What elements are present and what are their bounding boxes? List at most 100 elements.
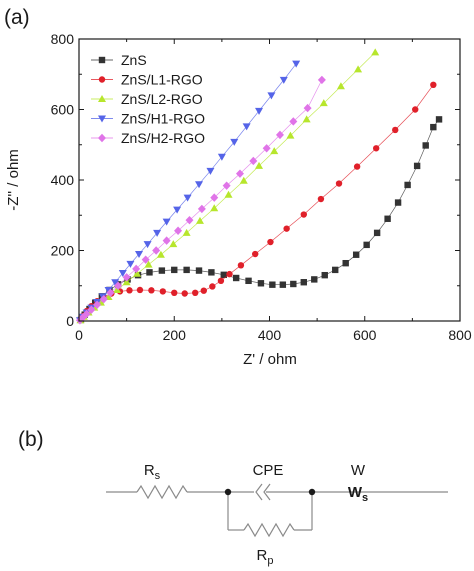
data-point — [430, 81, 437, 89]
data-point — [146, 269, 153, 276]
legend-marker — [98, 76, 106, 83]
data-point — [435, 116, 443, 123]
data-point — [239, 176, 248, 184]
data-point — [173, 206, 182, 214]
data-point — [232, 274, 240, 282]
y-tick-label: 200 — [51, 243, 75, 259]
data-point — [158, 267, 166, 274]
data-point — [235, 169, 244, 178]
data-point — [392, 126, 399, 134]
series-0 — [77, 116, 443, 324]
data-point — [208, 269, 215, 276]
legend-item: ZnS/H1-RGO — [91, 111, 205, 127]
series-layer — [75, 48, 443, 325]
data-point — [133, 269, 142, 277]
data-point — [99, 294, 108, 304]
data-point — [192, 289, 199, 296]
x-tick-label: 400 — [258, 327, 282, 343]
data-point — [118, 270, 127, 278]
data-point — [195, 181, 204, 189]
panel-a-label: (a) — [4, 6, 30, 29]
legend-marker — [98, 56, 106, 64]
legend-label: ZnS/L1-RGO — [121, 72, 203, 88]
junction-node-left — [224, 488, 232, 496]
legend-item: ZnS/L2-RGO — [91, 91, 203, 107]
data-point — [171, 289, 178, 296]
data-point — [289, 117, 298, 126]
legend-item: ZnS/H2-RGO — [91, 130, 205, 146]
data-point — [255, 161, 264, 169]
legend-marker — [98, 133, 106, 143]
data-point — [182, 228, 191, 236]
data-point — [132, 264, 141, 274]
data-point — [185, 215, 194, 225]
rs-resistor-symbol — [136, 484, 188, 500]
data-point — [311, 276, 318, 283]
data-point — [195, 267, 203, 274]
data-point — [169, 240, 178, 248]
data-point — [135, 251, 144, 259]
data-point — [300, 211, 307, 218]
data-point — [262, 144, 271, 153]
legend-label: ZnS — [121, 52, 147, 68]
y-tick-label: 800 — [51, 31, 75, 47]
data-point — [300, 279, 307, 286]
legend-label: ZnS/L2-RGO — [121, 91, 203, 107]
data-point — [413, 162, 421, 170]
data-point — [156, 250, 165, 258]
data-point — [249, 156, 258, 166]
data-point — [354, 65, 363, 73]
data-point — [384, 215, 391, 222]
data-point — [336, 82, 345, 90]
data-point — [302, 115, 311, 123]
data-point — [430, 123, 437, 131]
data-point — [183, 266, 190, 274]
data-point — [162, 218, 171, 226]
data-point — [200, 287, 207, 294]
data-point — [342, 259, 349, 267]
data-point — [269, 281, 276, 288]
data-point — [257, 280, 265, 287]
data-point — [82, 309, 91, 319]
data-point — [114, 281, 123, 290]
data-point — [335, 180, 343, 187]
chart-legend: ZnS ZnS/L1-RGO ZnS/L2-RGO ZnS/H1-RGO ZnS/H2-… — [91, 52, 205, 146]
data-point — [394, 199, 402, 206]
data-point — [126, 287, 133, 294]
data-point — [352, 251, 360, 258]
data-point — [353, 163, 361, 170]
data-point — [148, 287, 155, 294]
data-point — [230, 138, 239, 146]
data-point — [267, 238, 274, 246]
data-point — [159, 288, 167, 295]
w-label: W — [351, 462, 366, 479]
data-point — [286, 131, 295, 139]
data-point — [181, 290, 188, 297]
data-point — [404, 181, 411, 189]
y-tick-label: 600 — [51, 102, 75, 118]
data-point — [152, 246, 161, 255]
data-point — [275, 130, 284, 140]
data-point — [245, 277, 252, 285]
data-point — [303, 103, 312, 113]
data-point — [422, 142, 429, 149]
panel-b-label: (b) — [18, 428, 44, 451]
data-point — [162, 236, 171, 245]
legend-label: ZnS/H2-RGO — [121, 130, 205, 146]
rp-resistor-symbol — [243, 522, 295, 538]
data-point — [217, 277, 225, 285]
x-tick-label: 0 — [75, 327, 83, 343]
data-point — [122, 273, 131, 282]
data-point — [279, 76, 288, 84]
legend-marker — [98, 95, 106, 102]
impedance-chart: 0 200 400 600 800 0 200 400 600 800 Z' / ohm -Z''… — [5, 31, 472, 368]
data-point — [321, 271, 328, 279]
x-axis-label: Z' / ohm — [243, 351, 297, 368]
data-point — [106, 288, 115, 297]
data-point — [174, 226, 183, 235]
equivalent-circuit — [106, 483, 448, 538]
x-tick-label: 200 — [163, 327, 187, 343]
data-point — [226, 270, 233, 278]
x-tick-label: 800 — [448, 327, 472, 343]
data-point — [373, 229, 381, 237]
